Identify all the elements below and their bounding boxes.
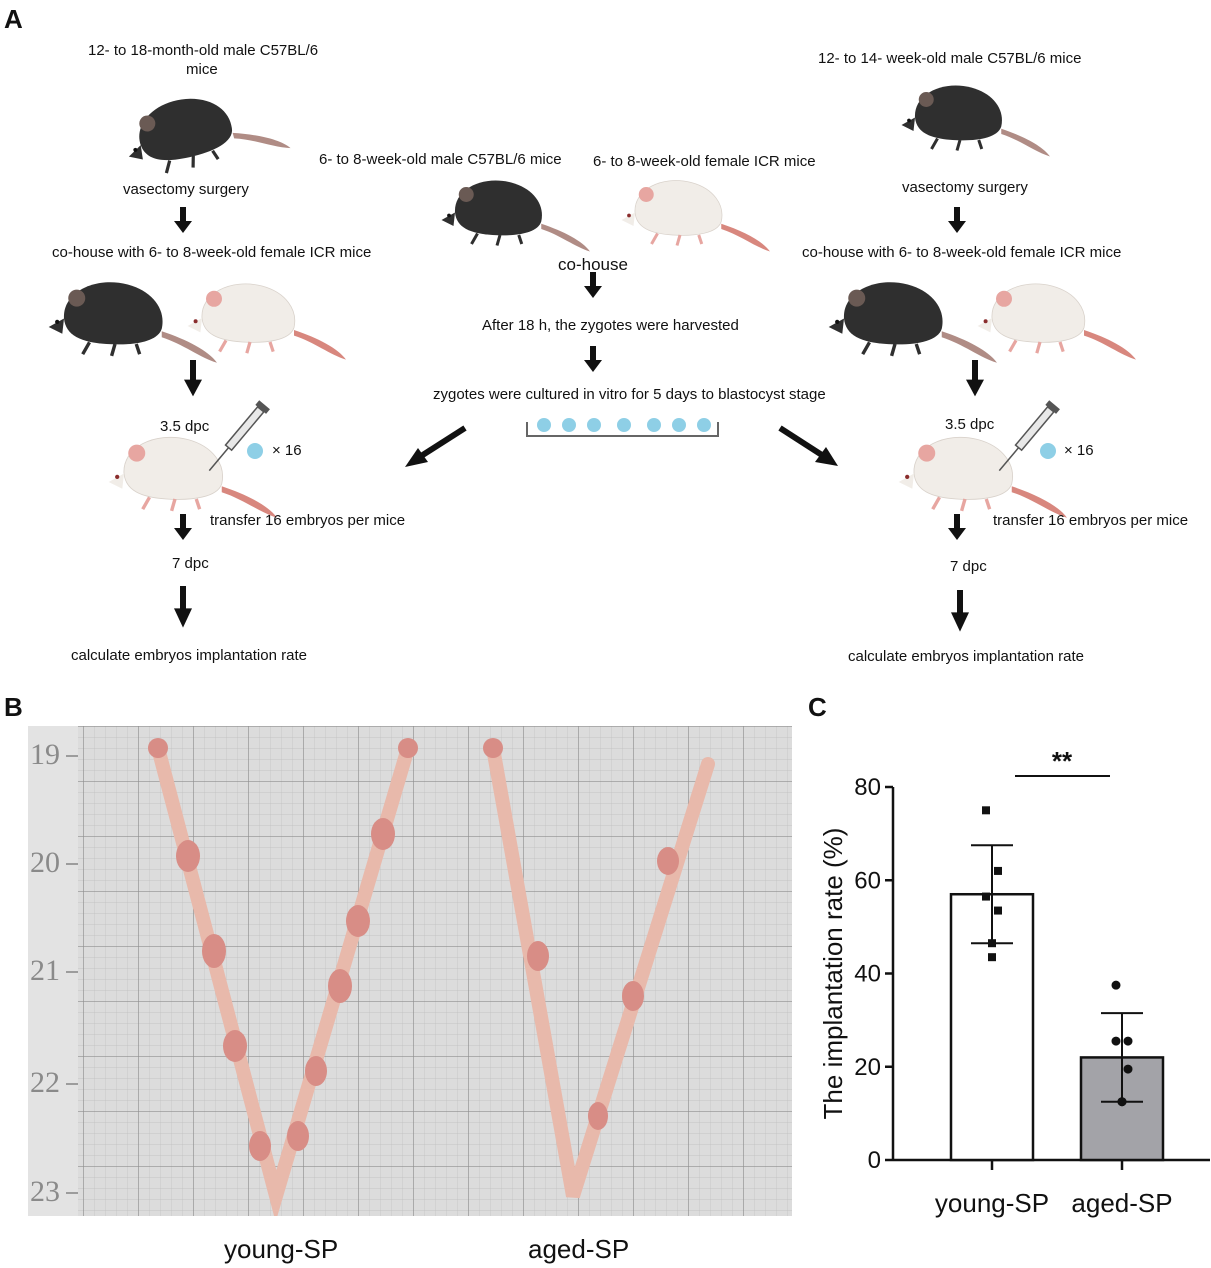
culture-dish [526,418,719,437]
right-cohouse-step: co-house with 6- to 8-week-old female IC… [802,244,1122,261]
point-young-SP-0 [982,806,990,815]
ruler-label-19: 19 [30,738,60,771]
left-transfer-step: transfer 16 embryos per mice [210,512,406,529]
syringe-icon [208,399,271,472]
point-aged-SP-1 [1123,1036,1133,1046]
y-tick-label-4: 80 [854,774,881,801]
female-icr-mouse-illustration-right [975,282,1138,362]
syringe-icon-right [998,399,1061,472]
schematic-graphics [46,73,1138,632]
embryo-icon-right [1040,443,1056,459]
right-surgery-step: vasectomy surgery [902,179,1028,196]
point-young-SP-5 [988,953,996,962]
left-surgery-step: vasectomy surgery [123,181,249,198]
y-tick-label-3: 60 [854,867,881,894]
panel-label-b: B [4,692,23,722]
panel-label-c: C [808,692,827,722]
left-embryo-count: × 16 [272,442,302,459]
right-embryo-count: × 16 [1064,442,1094,459]
center-female-label: 6- to 8-week-old female ICR mice [593,153,816,170]
female-icr-mouse-illustration-center [620,179,772,253]
arrow-diagonal-right-icon [778,425,838,466]
right-dpc7-label: 7 dpc [950,558,987,575]
point-aged-SP-5 [1117,1097,1127,1107]
right-transfer-step: transfer 16 embryos per mice [993,512,1189,529]
embryo-icon [247,443,263,459]
y-tick-label-1: 20 [854,1054,881,1081]
young-male-mouse-illustration-right-2 [827,280,999,365]
center-male-label: 6- to 8-week-old male C57BL/6 mice [319,151,562,168]
point-young-SP-3 [994,906,1002,915]
point-young-SP-2 [982,892,990,901]
ruler-label-22: 22 [30,1066,60,1099]
right-mouse-desc: 12- to 14- week-old male C57BL/6 mice [818,50,1082,67]
arrow-diagonal-left-icon [405,425,467,467]
left-mouse-desc-line2: mice [186,61,218,78]
left-mouse-desc-line1: 12- to 18-month-old male C57BL/6 [88,42,319,59]
left-calc-step: calculate embryos implantation rate [71,647,307,664]
ruler-label-23: 23 [30,1175,60,1208]
point-aged-SP-3 [1123,1064,1133,1074]
center-cohouse-label: co-house [558,255,628,274]
x-tick-label-young-SP: young-SP [935,1188,1049,1218]
aged-male-mouse-illustration [116,73,293,191]
photo-caption-aged: aged-SP [528,1234,630,1264]
point-young-SP-1 [994,866,1002,875]
photo-caption-young: young-SP [224,1234,339,1264]
ruler-label-21: 21 [30,954,60,987]
x-tick-label-aged-SP: aged-SP [1071,1188,1172,1218]
significance-stars: ** [1052,746,1073,776]
left-cohouse-step: co-house with 6- to 8-week-old female IC… [52,244,372,261]
point-aged-SP-2 [1111,1036,1121,1046]
right-calc-step: calculate embryos implantation rate [848,648,1084,665]
ruler-label-20: 20 [30,846,60,879]
young-male-mouse-illustration-right [900,84,1052,158]
right-dpc35-label: 3.5 dpc [945,416,995,433]
young-male-mouse-illustration [440,179,592,253]
center-culture-step: zygotes were cultured in vitro for 5 day… [433,386,826,403]
female-icr-mouse-illustration [186,282,348,362]
y-tick-label-0: 0 [868,1147,881,1174]
panel-label-a: A [4,4,23,34]
point-young-SP-4 [988,939,996,948]
y-tick-label-2: 40 [854,961,881,988]
center-harvest-step: After 18 h, the zygotes were harvested [482,317,739,334]
y-axis-title: The implantation rate (%) [818,828,848,1120]
uterus-photo [28,726,792,1216]
aged-male-mouse-illustration-2 [46,280,219,365]
left-dpc35-label: 3.5 dpc [160,418,210,435]
point-aged-SP-0 [1111,980,1121,990]
left-dpc7-label: 7 dpc [172,555,209,572]
